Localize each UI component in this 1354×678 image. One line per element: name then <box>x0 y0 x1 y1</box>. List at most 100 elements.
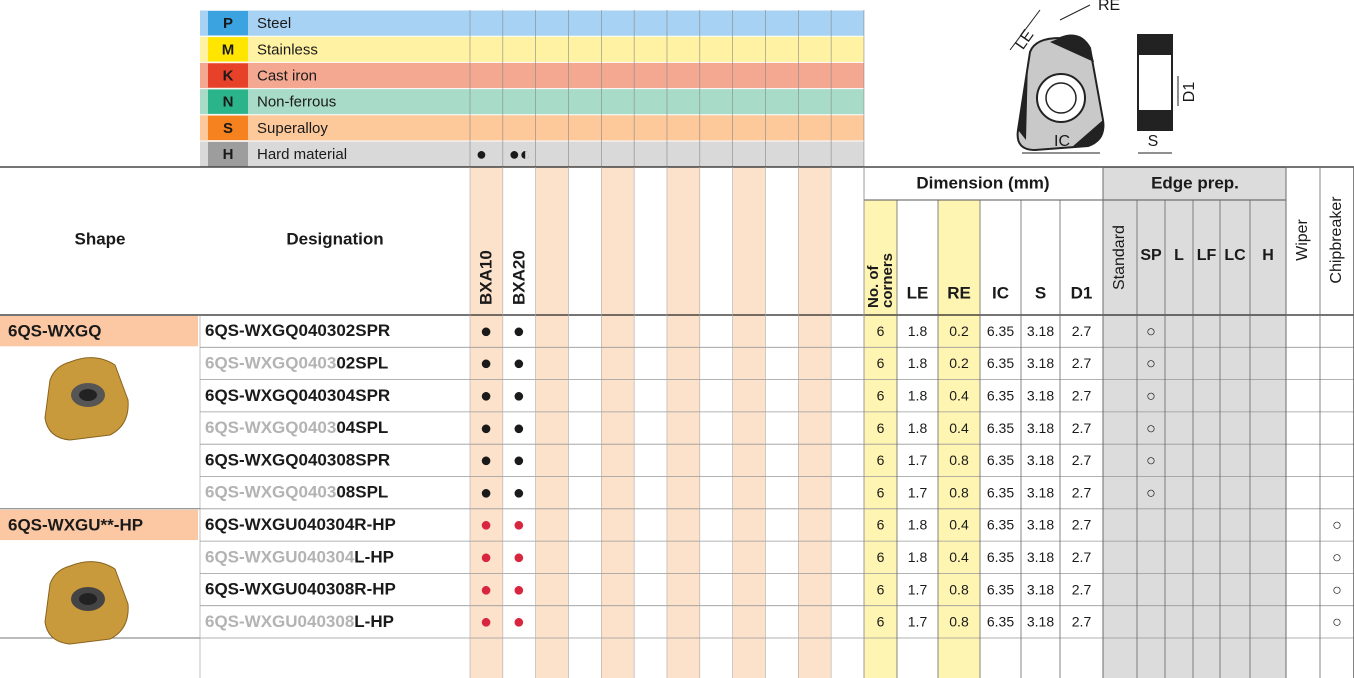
cell-value: 6 <box>877 614 885 630</box>
legend-row-bg <box>200 114 864 141</box>
cell-value: 3.18 <box>1027 323 1054 339</box>
designation-text: 6QS-WXGU040304R-HP <box>205 515 396 534</box>
legend-name: Hard material <box>257 146 347 163</box>
cell-value: 6.35 <box>987 549 1014 565</box>
cell-value: 3.18 <box>1027 517 1054 533</box>
header-edge: LC <box>1224 247 1246 264</box>
cell-value: 2.7 <box>1072 452 1092 468</box>
cell-value: 6 <box>877 323 885 339</box>
insert-photo-1 <box>44 357 129 441</box>
designation-text: 6QS-WXGQ040308SPR <box>205 451 390 470</box>
diagram-re: RE <box>1098 0 1120 14</box>
designation: 6QS-WXGU040304R-HP <box>205 515 396 534</box>
grade-stripe <box>732 167 766 678</box>
header-corners: corners <box>879 253 896 308</box>
cell-mark: ○ <box>1146 453 1156 470</box>
legend-code: K <box>223 67 234 84</box>
diagram-d1: D1 <box>1181 82 1198 103</box>
illustrations <box>44 4 1179 645</box>
legend-row-bg <box>200 141 864 168</box>
grade-dot: ● <box>480 450 492 472</box>
header-standard: Standard <box>1111 225 1128 290</box>
grade-stripe <box>798 167 832 678</box>
grade-dot: ● <box>480 417 492 439</box>
cell-value: 0.4 <box>949 387 969 403</box>
diagram-ic: IC <box>1054 133 1070 150</box>
legend-code: P <box>223 15 233 32</box>
legend-name: Steel <box>257 15 291 32</box>
side-bottom <box>1138 110 1172 130</box>
legend-code-box <box>208 142 248 167</box>
column-bg <box>938 200 980 678</box>
cell-value: 6 <box>877 549 885 565</box>
header-grade: BXA10 <box>476 250 495 305</box>
header-corners: No. of <box>865 265 882 308</box>
header-wiper: Wiper <box>1294 218 1311 260</box>
side-top <box>1138 35 1172 55</box>
legend-row-bg <box>200 62 864 89</box>
column-bg <box>864 200 897 678</box>
cell-value: 6.35 <box>987 484 1014 500</box>
grade-dot: ● <box>513 450 525 472</box>
cell-value: 2.7 <box>1072 549 1092 565</box>
legend-name: Superalloy <box>257 120 328 137</box>
grade-dot: ● <box>513 579 525 601</box>
cell-value: 0.8 <box>949 452 969 468</box>
designation-text: L-HP <box>354 548 394 567</box>
cell-value: 2.7 <box>1072 387 1092 403</box>
cell-value: 1.7 <box>908 614 928 630</box>
texts: RE LE IC S D1 P Steel M Stainless K Cast iron… <box>8 0 1345 633</box>
cell-value: 6 <box>877 484 885 500</box>
designation-text: 04SPL <box>336 419 388 438</box>
column-bg <box>1137 167 1165 678</box>
cell-value: 2.7 <box>1072 323 1092 339</box>
grade-dot: ● <box>480 320 492 342</box>
grade-stripe <box>470 167 503 678</box>
cell-value: 6.35 <box>987 452 1014 468</box>
legend-code: S <box>223 120 233 137</box>
header-edge: LF <box>1197 247 1217 264</box>
cell-value: 0.8 <box>949 581 969 597</box>
grade-dot: ● <box>480 353 492 375</box>
cell-value: 3.18 <box>1027 484 1054 500</box>
cell-value: 1.8 <box>908 517 928 533</box>
designation-muted: 6QS-WXGQ0403 <box>205 419 336 438</box>
designation-text: 02SPL <box>336 354 388 373</box>
cell-mark: ○ <box>1146 485 1156 502</box>
cell-value: 2.7 <box>1072 484 1092 500</box>
cell-value: 1.8 <box>908 420 928 436</box>
cell-value: 3.18 <box>1027 355 1054 371</box>
cell-value: 6 <box>877 517 885 533</box>
column-bg <box>1220 167 1250 678</box>
rules <box>0 9 1354 678</box>
designation: 6QS-WXGQ040308SPR <box>205 451 390 470</box>
cell-value: 0.4 <box>949 549 969 565</box>
insert-photo-2 <box>44 561 129 645</box>
cell-mark: ○ <box>1146 388 1156 405</box>
column-bg <box>1165 167 1193 678</box>
designation: 6QS-WXGQ040302SPL <box>205 354 388 373</box>
cell-value: 3.18 <box>1027 452 1054 468</box>
designation-muted: 6QS-WXGU040304 <box>205 548 355 567</box>
header-dim: S <box>1035 283 1046 302</box>
designation-text: 6QS-WXGQ040304SPR <box>205 386 390 405</box>
cell-value: 6.35 <box>987 614 1014 630</box>
legend-code-box <box>208 115 248 140</box>
cell-value: 6 <box>877 420 885 436</box>
cell-value: 1.7 <box>908 581 928 597</box>
grade-dot: ● <box>513 482 525 504</box>
header-designation: Designation <box>286 229 383 248</box>
cell-value: 6 <box>877 581 885 597</box>
cell-value: 6.35 <box>987 355 1014 371</box>
designation-muted: 6QS-WXGU040308 <box>205 612 354 631</box>
cell-value: 0.2 <box>949 323 969 339</box>
designation-muted: 6QS-WXGQ0403 <box>205 354 336 373</box>
header-edge-prep: Edge prep. <box>1151 173 1239 192</box>
legend-code-box <box>208 63 248 88</box>
legend-name: Non-ferrous <box>257 94 336 111</box>
column-bg <box>1193 167 1220 678</box>
cell-value: 1.7 <box>908 484 928 500</box>
designation-text: L-HP <box>354 612 394 631</box>
designation-text: 08SPL <box>336 483 388 502</box>
